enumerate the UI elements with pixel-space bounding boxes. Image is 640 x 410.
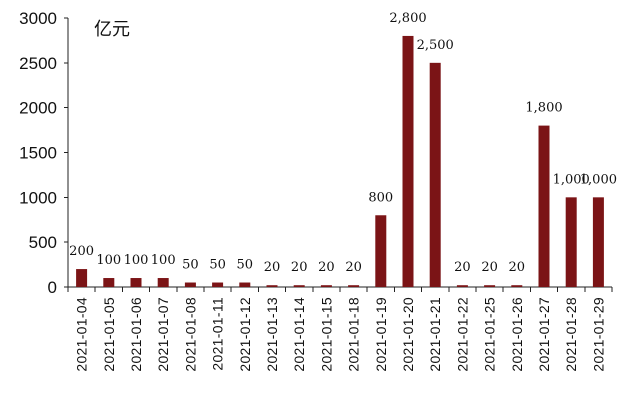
data-label: 100 (124, 253, 149, 268)
x-tick-label: 2021-01-15 (318, 297, 334, 372)
x-tick-label: 2021-01-12 (237, 297, 253, 372)
y-tick-label: 500 (29, 233, 57, 252)
bar-2021-01-25 (484, 285, 496, 287)
y-axis-ticks: 0 500 1000 1500 2000 2500 3000 (19, 9, 68, 297)
x-tick-label: 2021-01-11 (210, 297, 226, 371)
data-label: 1,800 (525, 101, 562, 116)
data-label: 50 (209, 258, 226, 273)
unit-label: 亿元 (94, 19, 130, 40)
x-tick-label: 2021-01-14 (291, 297, 307, 372)
bar-2021-01-06 (130, 278, 142, 287)
x-tick-label: 2021-01-13 (264, 297, 280, 372)
x-tick-label: 2021-01-20 (400, 297, 416, 372)
data-label: 1,000 (580, 172, 617, 187)
y-tick-label: 1000 (19, 188, 57, 207)
bar-2021-01-11 (212, 282, 224, 287)
y-tick-label: 1500 (19, 144, 57, 163)
data-label: 20 (481, 260, 498, 275)
data-label: 100 (96, 253, 121, 268)
x-tick-label: 2021-01-26 (509, 297, 525, 372)
data-label: 20 (509, 260, 526, 275)
data-label: 1,000 (553, 172, 590, 187)
bar-2021-01-22 (456, 285, 468, 287)
x-tick-label: 2021-01-25 (482, 297, 498, 372)
y-tick-label: 2500 (19, 54, 57, 73)
bar-2021-01-05 (103, 278, 115, 287)
bar-2021-01-04 (76, 269, 88, 287)
x-tick-label: 2021-01-27 (536, 297, 552, 372)
bar-2021-01-26 (511, 285, 523, 287)
data-label: 20 (454, 260, 471, 275)
y-tick-label: 2000 (19, 99, 57, 118)
data-label: 50 (237, 258, 254, 273)
bar-2021-01-19 (375, 215, 387, 287)
bar-2021-01-27 (538, 125, 550, 287)
bar-2021-01-18 (348, 285, 360, 287)
x-tick-label: 2021-01-06 (128, 297, 144, 372)
bar-series (76, 35, 604, 288)
y-tick-label: 0 (48, 278, 57, 297)
x-tick-label: 2021-01-21 (427, 297, 443, 372)
data-label: 50 (182, 258, 199, 273)
data-label: 20 (291, 260, 308, 275)
x-tick-label: 2021-01-29 (590, 297, 606, 372)
x-tick-label: 2021-01-08 (182, 297, 198, 372)
x-tick-label: 2021-01-07 (155, 297, 171, 372)
bar-2021-01-15 (320, 285, 332, 287)
data-label: 20 (345, 260, 362, 275)
bar-2021-01-12 (239, 282, 251, 287)
data-label: 2,800 (389, 11, 426, 26)
bar-2021-01-29 (592, 197, 604, 287)
data-label: 20 (264, 260, 281, 275)
x-axis-ticks: 2021-01-04 2021-01-05 2021-01-06 2021-01-07… (67, 287, 613, 372)
x-tick-label: 2021-01-18 (346, 297, 362, 372)
data-label: 20 (318, 260, 335, 275)
bar-2021-01-08 (184, 282, 196, 287)
bar-2021-01-21 (429, 62, 441, 288)
bar-2021-01-28 (565, 197, 577, 287)
x-tick-label: 2021-01-04 (74, 297, 90, 372)
data-label: 200 (69, 244, 94, 259)
y-tick-label: 3000 (19, 9, 57, 28)
x-tick-label: 2021-01-22 (454, 297, 470, 372)
data-label: 100 (151, 253, 176, 268)
bar-2021-01-13 (266, 285, 278, 287)
x-tick-label: 2021-01-19 (373, 297, 389, 372)
bar-2021-01-07 (157, 278, 169, 287)
x-tick-label: 2021-01-28 (563, 297, 579, 372)
x-tick-label: 2021-01-05 (101, 297, 117, 372)
data-label: 800 (368, 190, 393, 205)
bar-2021-01-14 (293, 285, 305, 287)
data-label: 2,500 (417, 38, 454, 53)
bar-2021-01-20 (402, 35, 414, 287)
